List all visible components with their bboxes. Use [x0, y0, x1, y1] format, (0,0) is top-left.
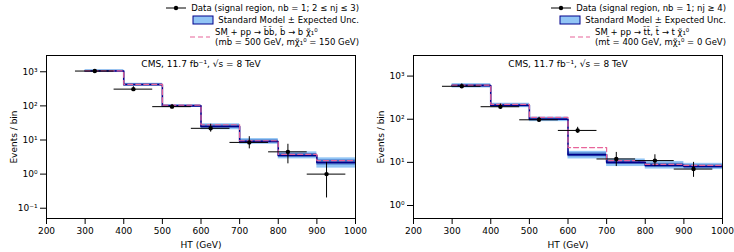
svg-text:10³: 10³ — [389, 71, 404, 81]
svg-text:Events / bin: Events / bin — [376, 110, 386, 163]
svg-text:10¹: 10¹ — [22, 135, 37, 145]
svg-text:10¹: 10¹ — [389, 157, 404, 167]
html-text:Standard Model ± Expected Unc.: Standard Model ± Expected Unc. — [585, 15, 726, 25]
svg-text:1000: 1000 — [711, 226, 734, 236]
svg-text:700: 700 — [231, 226, 248, 236]
html-text:Data (signal region, nb = 1; n: Data (signal region, nb = 1; nj ≥ 4) — [576, 3, 726, 13]
svg-text:10²: 10² — [389, 114, 404, 124]
svg-text:1000: 1000 — [344, 226, 367, 236]
svg-text:700: 700 — [598, 226, 615, 236]
svg-text:500: 500 — [521, 226, 538, 236]
svg-text:HT (GeV): HT (GeV) — [548, 240, 589, 250]
svg-text:800: 800 — [637, 226, 654, 236]
svg-text:CMS, 11.7 fb⁻¹, √s = 8 TeV: CMS, 11.7 fb⁻¹, √s = 8 TeV — [141, 59, 261, 69]
svg-text:10⁰: 10⁰ — [389, 200, 404, 210]
svg-text:900: 900 — [308, 226, 325, 236]
svg-text:10⁰: 10⁰ — [22, 169, 37, 179]
svg-text:600: 600 — [192, 226, 209, 236]
svg-text:10²: 10² — [22, 101, 37, 111]
svg-text:CMS, 11.7 fb⁻¹, √s = 8 TeV: CMS, 11.7 fb⁻¹, √s = 8 TeV — [508, 59, 628, 69]
html-text:Data (signal region, nb = 1; 2: Data (signal region, nb = 1; 2 ≤ nj ≤ 3) — [191, 3, 359, 13]
svg-text:300: 300 — [444, 226, 461, 236]
svg-text:10⁻¹: 10⁻¹ — [18, 203, 38, 213]
svg-text:200: 200 — [38, 226, 55, 236]
svg-text:800: 800 — [270, 226, 287, 236]
html-text:SM + pp → b̃b̃, b̃ → b χ̃₁⁰ (m: SM + pp → b̃b̃, b̃ → b χ̃₁⁰ (mb̃ = 500 G… — [215, 27, 359, 47]
svg-text:200: 200 — [405, 226, 422, 236]
svg-text:10³: 10³ — [22, 67, 37, 77]
svg-text:HT (GeV): HT (GeV) — [181, 240, 222, 250]
svg-text:Events / bin: Events / bin — [9, 110, 19, 163]
svg-text:600: 600 — [559, 226, 576, 236]
svg-text:400: 400 — [482, 226, 499, 236]
html-text:Standard Model ± Expected Unc.: Standard Model ± Expected Unc. — [218, 15, 359, 25]
svg-text:500: 500 — [154, 226, 171, 236]
svg-text:900: 900 — [675, 226, 692, 236]
svg-text:400: 400 — [115, 226, 132, 236]
html-text:SM + pp → t̃t̃, t̃ → t χ̃₁⁰ (m: SM + pp → t̃t̃, t̃ → t χ̃₁⁰ (mt̃ = 400 G… — [595, 27, 726, 47]
svg-text:300: 300 — [77, 226, 94, 236]
